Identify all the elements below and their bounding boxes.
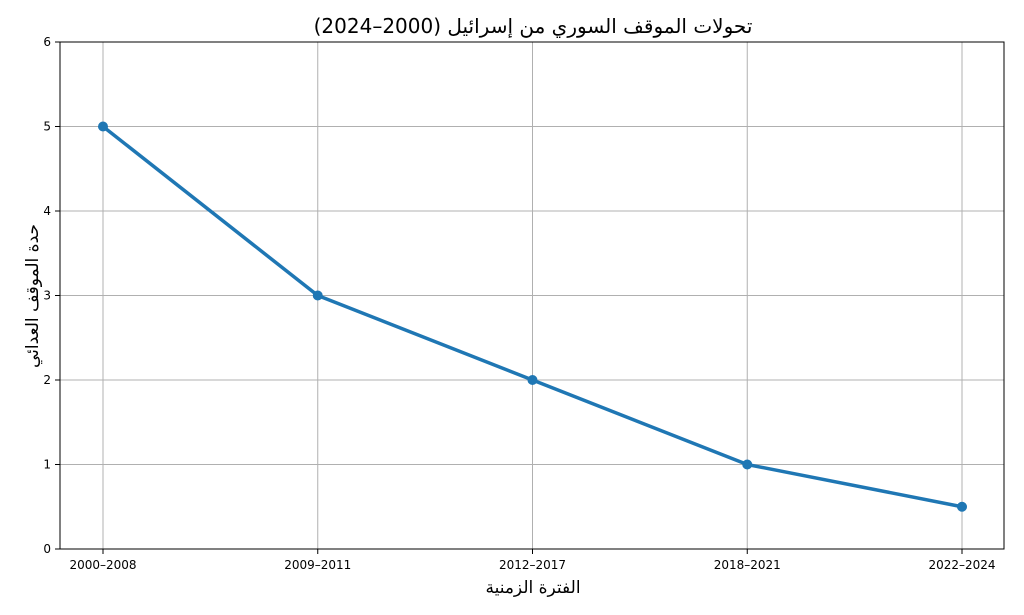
x-tick-label: 2000–2008: [69, 558, 136, 572]
data-point: [527, 375, 538, 385]
y-tick-label: 5: [43, 120, 51, 134]
y-tick-label: 3: [43, 289, 51, 303]
y-tick-label: 0: [43, 542, 51, 556]
y-axis-label: حدة الموقف العدائي: [23, 224, 43, 368]
x-tick-label: 2018–2021: [714, 558, 781, 572]
y-tick-label: 2: [43, 373, 51, 387]
x-tick-label: 2009–2011: [284, 558, 351, 572]
x-tick-label: 2012–2017: [499, 558, 566, 572]
chart-title: تحولات الموقف السوري من إسرائيل (2000–20…: [314, 14, 753, 39]
data-point: [957, 501, 967, 512]
y-tick-label: 6: [43, 35, 51, 49]
data-point: [312, 290, 323, 301]
x-axis-label: الفترة الزمنية: [485, 578, 580, 598]
data-point: [98, 121, 108, 132]
data-point: [742, 459, 753, 470]
y-axis-ticks: 0 1 2 3 4 5 6: [43, 35, 60, 556]
y-tick-label: 4: [43, 204, 51, 218]
y-tick-label: 1: [43, 458, 51, 472]
x-axis-ticks: 2000–2008 2009–2011 2012–2017 2018–2021 2022…: [69, 549, 996, 572]
x-tick-label: 2022–2024: [928, 558, 995, 572]
grid: [60, 41, 1004, 550]
series-layer: [98, 121, 967, 512]
